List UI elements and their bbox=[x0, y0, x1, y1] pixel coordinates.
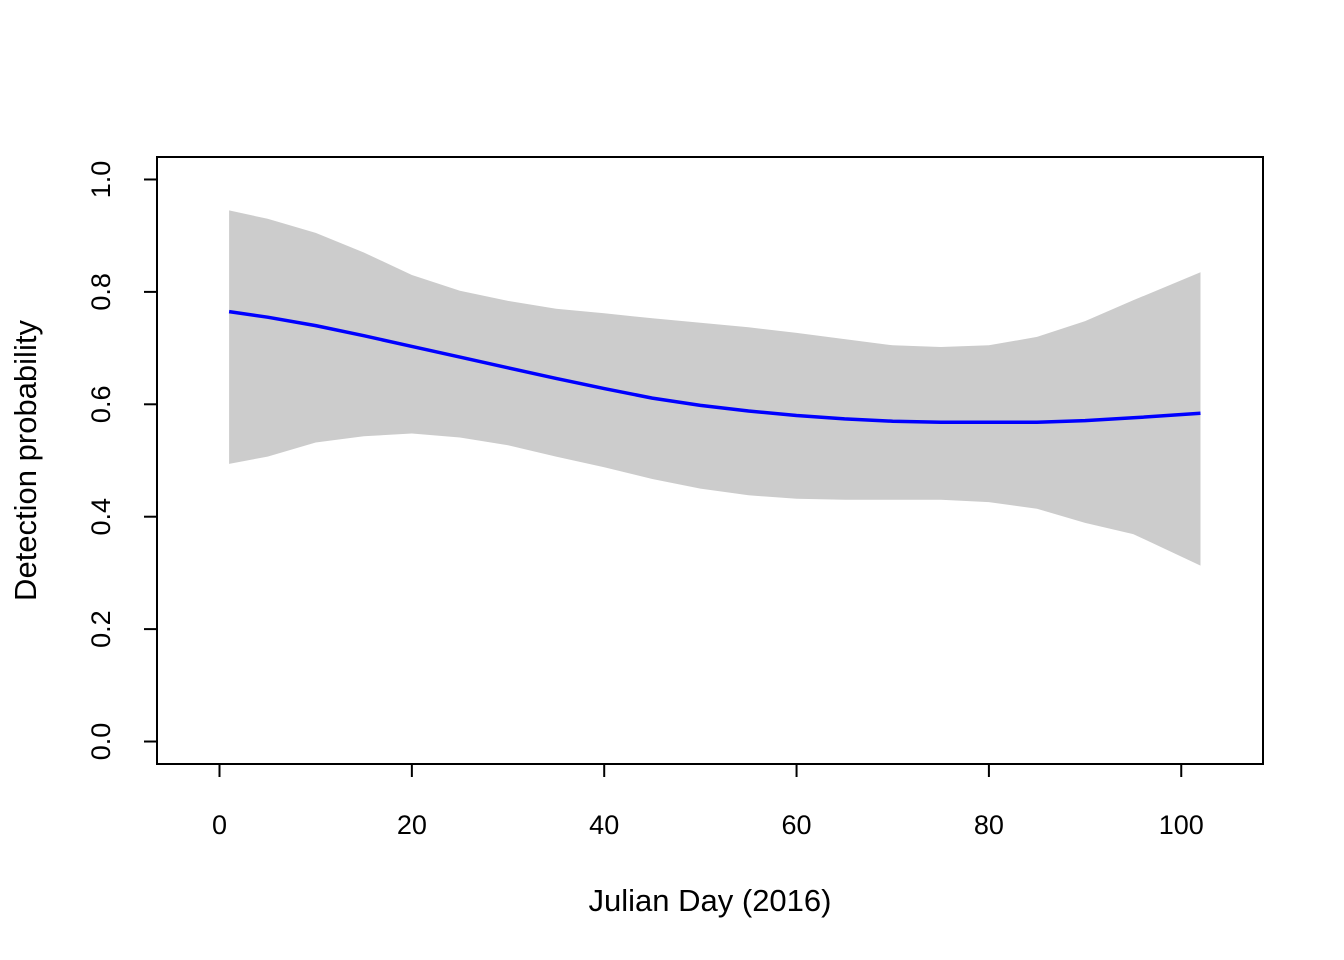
x-tick-label: 100 bbox=[1159, 810, 1204, 840]
y-tick-label: 0.2 bbox=[86, 610, 116, 648]
plot-region bbox=[156, 156, 1264, 765]
confidence-band bbox=[229, 210, 1201, 566]
y-axis-label: Detection probability bbox=[8, 320, 43, 601]
y-tick-label: 0.0 bbox=[86, 723, 116, 761]
x-tick-label: 60 bbox=[782, 810, 812, 840]
x-tick-label: 40 bbox=[589, 810, 619, 840]
x-tick-label: 80 bbox=[974, 810, 1004, 840]
x-tick-label: 0 bbox=[212, 810, 227, 840]
y-tick-label: 1.0 bbox=[86, 161, 116, 199]
y-tick-label: 0.6 bbox=[86, 386, 116, 424]
x-axis: 0 20 40 60 80 100 bbox=[212, 763, 1204, 840]
y-axis: 0.0 0.2 0.4 0.6 0.8 1.0 bbox=[86, 161, 158, 761]
y-tick-label: 0.8 bbox=[86, 273, 116, 311]
x-axis-label: Julian Day (2016) bbox=[589, 883, 832, 918]
x-tick-label: 20 bbox=[397, 810, 427, 840]
fitted-line bbox=[228, 309, 1201, 425]
y-tick-label: 0.4 bbox=[86, 498, 116, 536]
